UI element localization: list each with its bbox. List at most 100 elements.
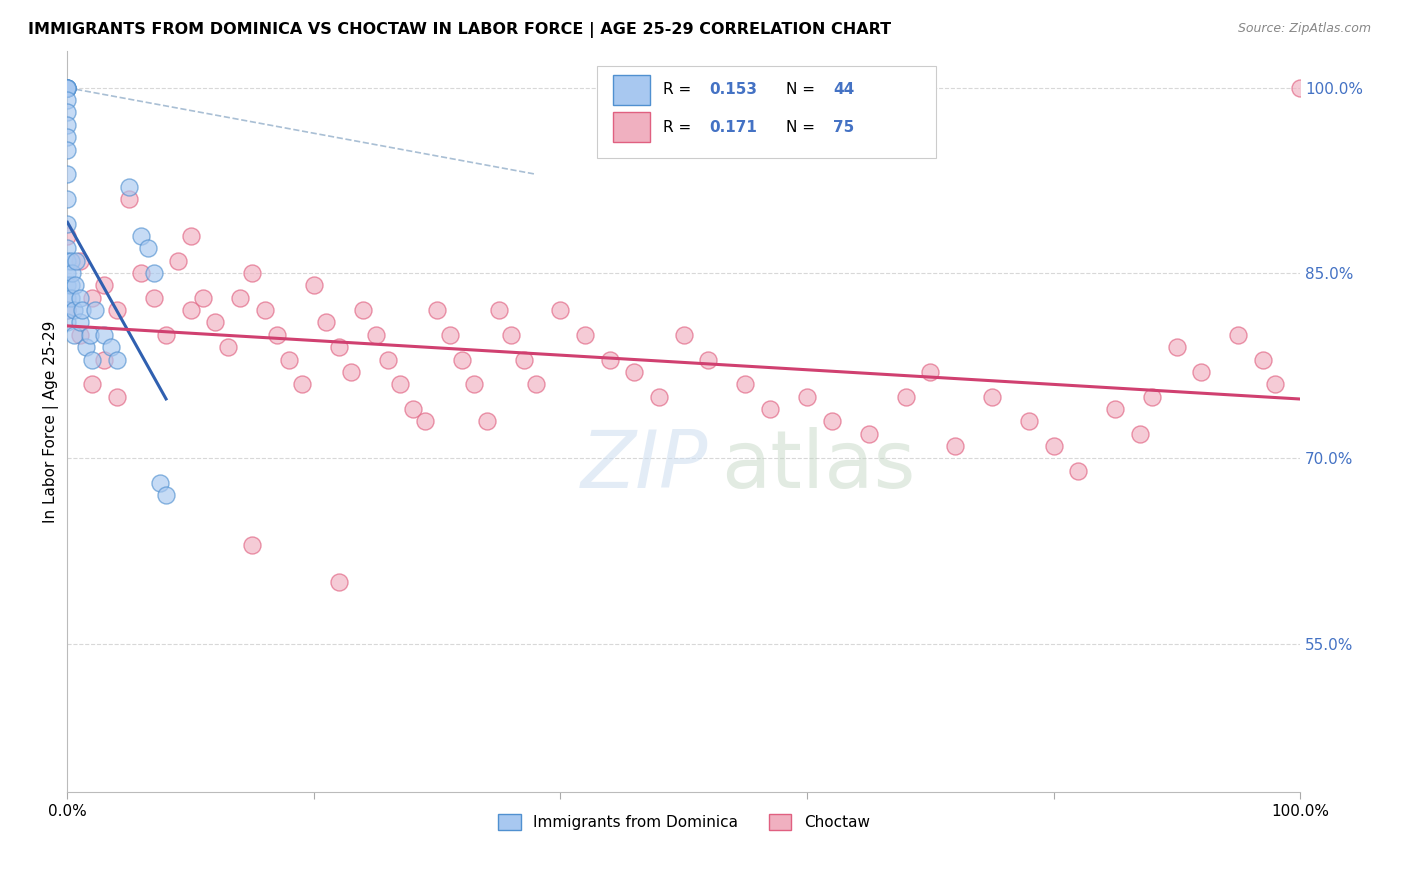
Point: [475, 414, 498, 428]
Point: [1140, 390, 1163, 404]
Point: [167, 253, 190, 268]
Point: [266, 327, 288, 342]
Point: [229, 291, 252, 305]
Point: [315, 316, 337, 330]
Point: [488, 303, 510, 318]
Point: [131, 266, 153, 280]
Point: [501, 327, 523, 342]
Point: [105, 303, 128, 318]
Point: [352, 303, 374, 318]
Point: [524, 377, 547, 392]
Point: [56, 229, 79, 244]
Point: [550, 303, 572, 318]
Point: [118, 192, 141, 206]
Point: [100, 340, 122, 354]
Point: [191, 291, 214, 305]
Point: [56, 278, 79, 293]
Point: [65, 253, 87, 268]
Point: [364, 327, 387, 342]
Text: ZIP: ZIP: [581, 426, 709, 505]
Point: [1166, 340, 1188, 354]
Point: [451, 352, 474, 367]
Point: [56, 303, 79, 318]
Point: [439, 327, 461, 342]
Text: 0.171: 0.171: [710, 120, 758, 135]
Point: [60, 253, 83, 268]
Point: [56, 143, 79, 157]
Point: [118, 179, 141, 194]
Point: [69, 316, 91, 330]
Text: R =: R =: [662, 120, 696, 135]
Point: [155, 488, 177, 502]
Text: R =: R =: [662, 82, 696, 97]
Point: [328, 574, 350, 589]
Point: [820, 414, 842, 428]
Point: [56, 80, 79, 95]
Point: [56, 130, 79, 145]
Text: Source: ZipAtlas.com: Source: ZipAtlas.com: [1237, 22, 1371, 36]
Point: [82, 291, 104, 305]
Point: [240, 538, 263, 552]
Text: 0.153: 0.153: [710, 82, 758, 97]
Point: [142, 266, 165, 280]
Point: [599, 352, 621, 367]
Point: [93, 327, 115, 342]
Text: 44: 44: [832, 82, 853, 97]
Point: [93, 352, 115, 367]
Point: [79, 327, 101, 342]
Point: [389, 377, 412, 392]
Point: [1251, 352, 1274, 367]
Text: atlas: atlas: [721, 426, 915, 505]
Point: [1067, 464, 1090, 478]
Point: [512, 352, 534, 367]
Point: [328, 340, 350, 354]
Point: [149, 476, 172, 491]
Text: N =: N =: [786, 82, 820, 97]
Point: [648, 390, 671, 404]
Point: [56, 316, 79, 330]
Point: [697, 352, 720, 367]
Point: [1018, 414, 1040, 428]
Point: [56, 80, 79, 95]
Point: [1289, 80, 1312, 95]
Point: [60, 291, 83, 305]
Point: [83, 303, 105, 318]
Point: [253, 303, 276, 318]
Point: [56, 303, 79, 318]
Point: [56, 241, 79, 255]
Point: [204, 316, 226, 330]
Point: [943, 439, 966, 453]
Point: [217, 340, 239, 354]
Point: [401, 401, 423, 416]
FancyBboxPatch shape: [598, 65, 936, 158]
Point: [155, 327, 177, 342]
Text: N =: N =: [786, 120, 820, 135]
Point: [920, 365, 942, 379]
Point: [980, 390, 1002, 404]
Point: [302, 278, 325, 293]
Point: [340, 365, 363, 379]
Point: [60, 266, 83, 280]
Point: [574, 327, 596, 342]
Point: [56, 80, 79, 95]
Point: [56, 105, 79, 120]
Point: [56, 167, 79, 181]
Point: [82, 377, 104, 392]
Point: [131, 229, 153, 244]
Point: [69, 327, 91, 342]
Point: [56, 192, 79, 206]
Point: [56, 217, 79, 231]
Point: [623, 365, 645, 379]
Point: [75, 340, 97, 354]
Point: [56, 93, 79, 107]
Point: [796, 390, 818, 404]
Point: [62, 303, 84, 318]
Point: [413, 414, 436, 428]
Point: [142, 291, 165, 305]
Point: [62, 327, 84, 342]
Point: [894, 390, 917, 404]
FancyBboxPatch shape: [613, 75, 651, 104]
Point: [858, 426, 880, 441]
Text: IMMIGRANTS FROM DOMINICA VS CHOCTAW IN LABOR FORCE | AGE 25-29 CORRELATION CHART: IMMIGRANTS FROM DOMINICA VS CHOCTAW IN L…: [28, 22, 891, 38]
Legend: Immigrants from Dominica, Choctaw: Immigrants from Dominica, Choctaw: [492, 808, 876, 836]
